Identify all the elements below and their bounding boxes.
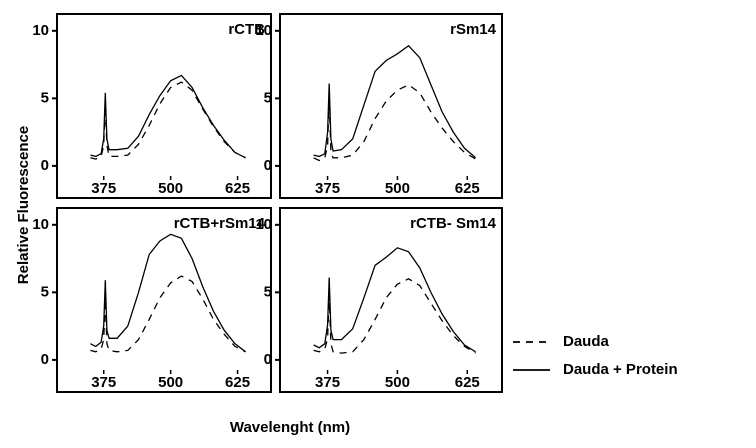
panel-frame bbox=[56, 207, 272, 393]
x-axis-label: Wavelenght (nm) bbox=[230, 419, 350, 436]
y-tick-label: 5 bbox=[264, 283, 272, 300]
x-tick-label: 500 bbox=[158, 374, 183, 391]
series-line bbox=[313, 247, 476, 353]
y-tick-label: 5 bbox=[41, 283, 49, 300]
series-line bbox=[90, 233, 246, 353]
series-line bbox=[313, 44, 477, 159]
y-tick-label: 10 bbox=[32, 216, 49, 233]
x-tick-label: 500 bbox=[385, 180, 410, 197]
panel-frame bbox=[279, 13, 503, 199]
y-tick-label: 5 bbox=[41, 89, 49, 106]
x-tick-label: 500 bbox=[158, 180, 183, 197]
y-tick-label: 10 bbox=[32, 22, 49, 39]
y-tick-label: 10 bbox=[255, 216, 272, 233]
x-tick-label: 625 bbox=[455, 180, 480, 197]
x-tick-label: 625 bbox=[455, 374, 480, 391]
panel-title: rSm14 bbox=[450, 21, 497, 38]
y-tick-label: 0 bbox=[264, 157, 272, 174]
series-line bbox=[90, 74, 246, 159]
panel-frame bbox=[279, 207, 503, 393]
y-axis-label: Relative Fluorescence bbox=[15, 126, 32, 284]
x-tick-label: 375 bbox=[91, 180, 116, 197]
series-line bbox=[90, 81, 246, 160]
panel-frame bbox=[56, 13, 272, 199]
x-tick-label: 625 bbox=[225, 180, 250, 197]
panel-title: rCTB+rSm14 bbox=[174, 215, 266, 232]
x-tick-label: 375 bbox=[315, 374, 340, 391]
series-line bbox=[90, 275, 246, 353]
legend-label: Dauda + Protein bbox=[563, 361, 678, 378]
y-tick-label: 10 bbox=[255, 22, 272, 39]
x-tick-label: 500 bbox=[385, 374, 410, 391]
x-tick-label: 625 bbox=[225, 374, 250, 391]
x-tick-label: 375 bbox=[315, 180, 340, 197]
panel-title: rCTB bbox=[228, 21, 265, 38]
y-tick-label: 0 bbox=[264, 351, 272, 368]
series-line bbox=[313, 278, 476, 354]
legend-label: Dauda bbox=[563, 333, 610, 350]
y-tick-label: 0 bbox=[41, 351, 49, 368]
panel-title: rCTB- Sm14 bbox=[410, 215, 497, 232]
y-tick-label: 5 bbox=[264, 89, 272, 106]
x-tick-label: 375 bbox=[91, 374, 116, 391]
series-line bbox=[313, 84, 476, 162]
y-tick-label: 0 bbox=[41, 157, 49, 174]
